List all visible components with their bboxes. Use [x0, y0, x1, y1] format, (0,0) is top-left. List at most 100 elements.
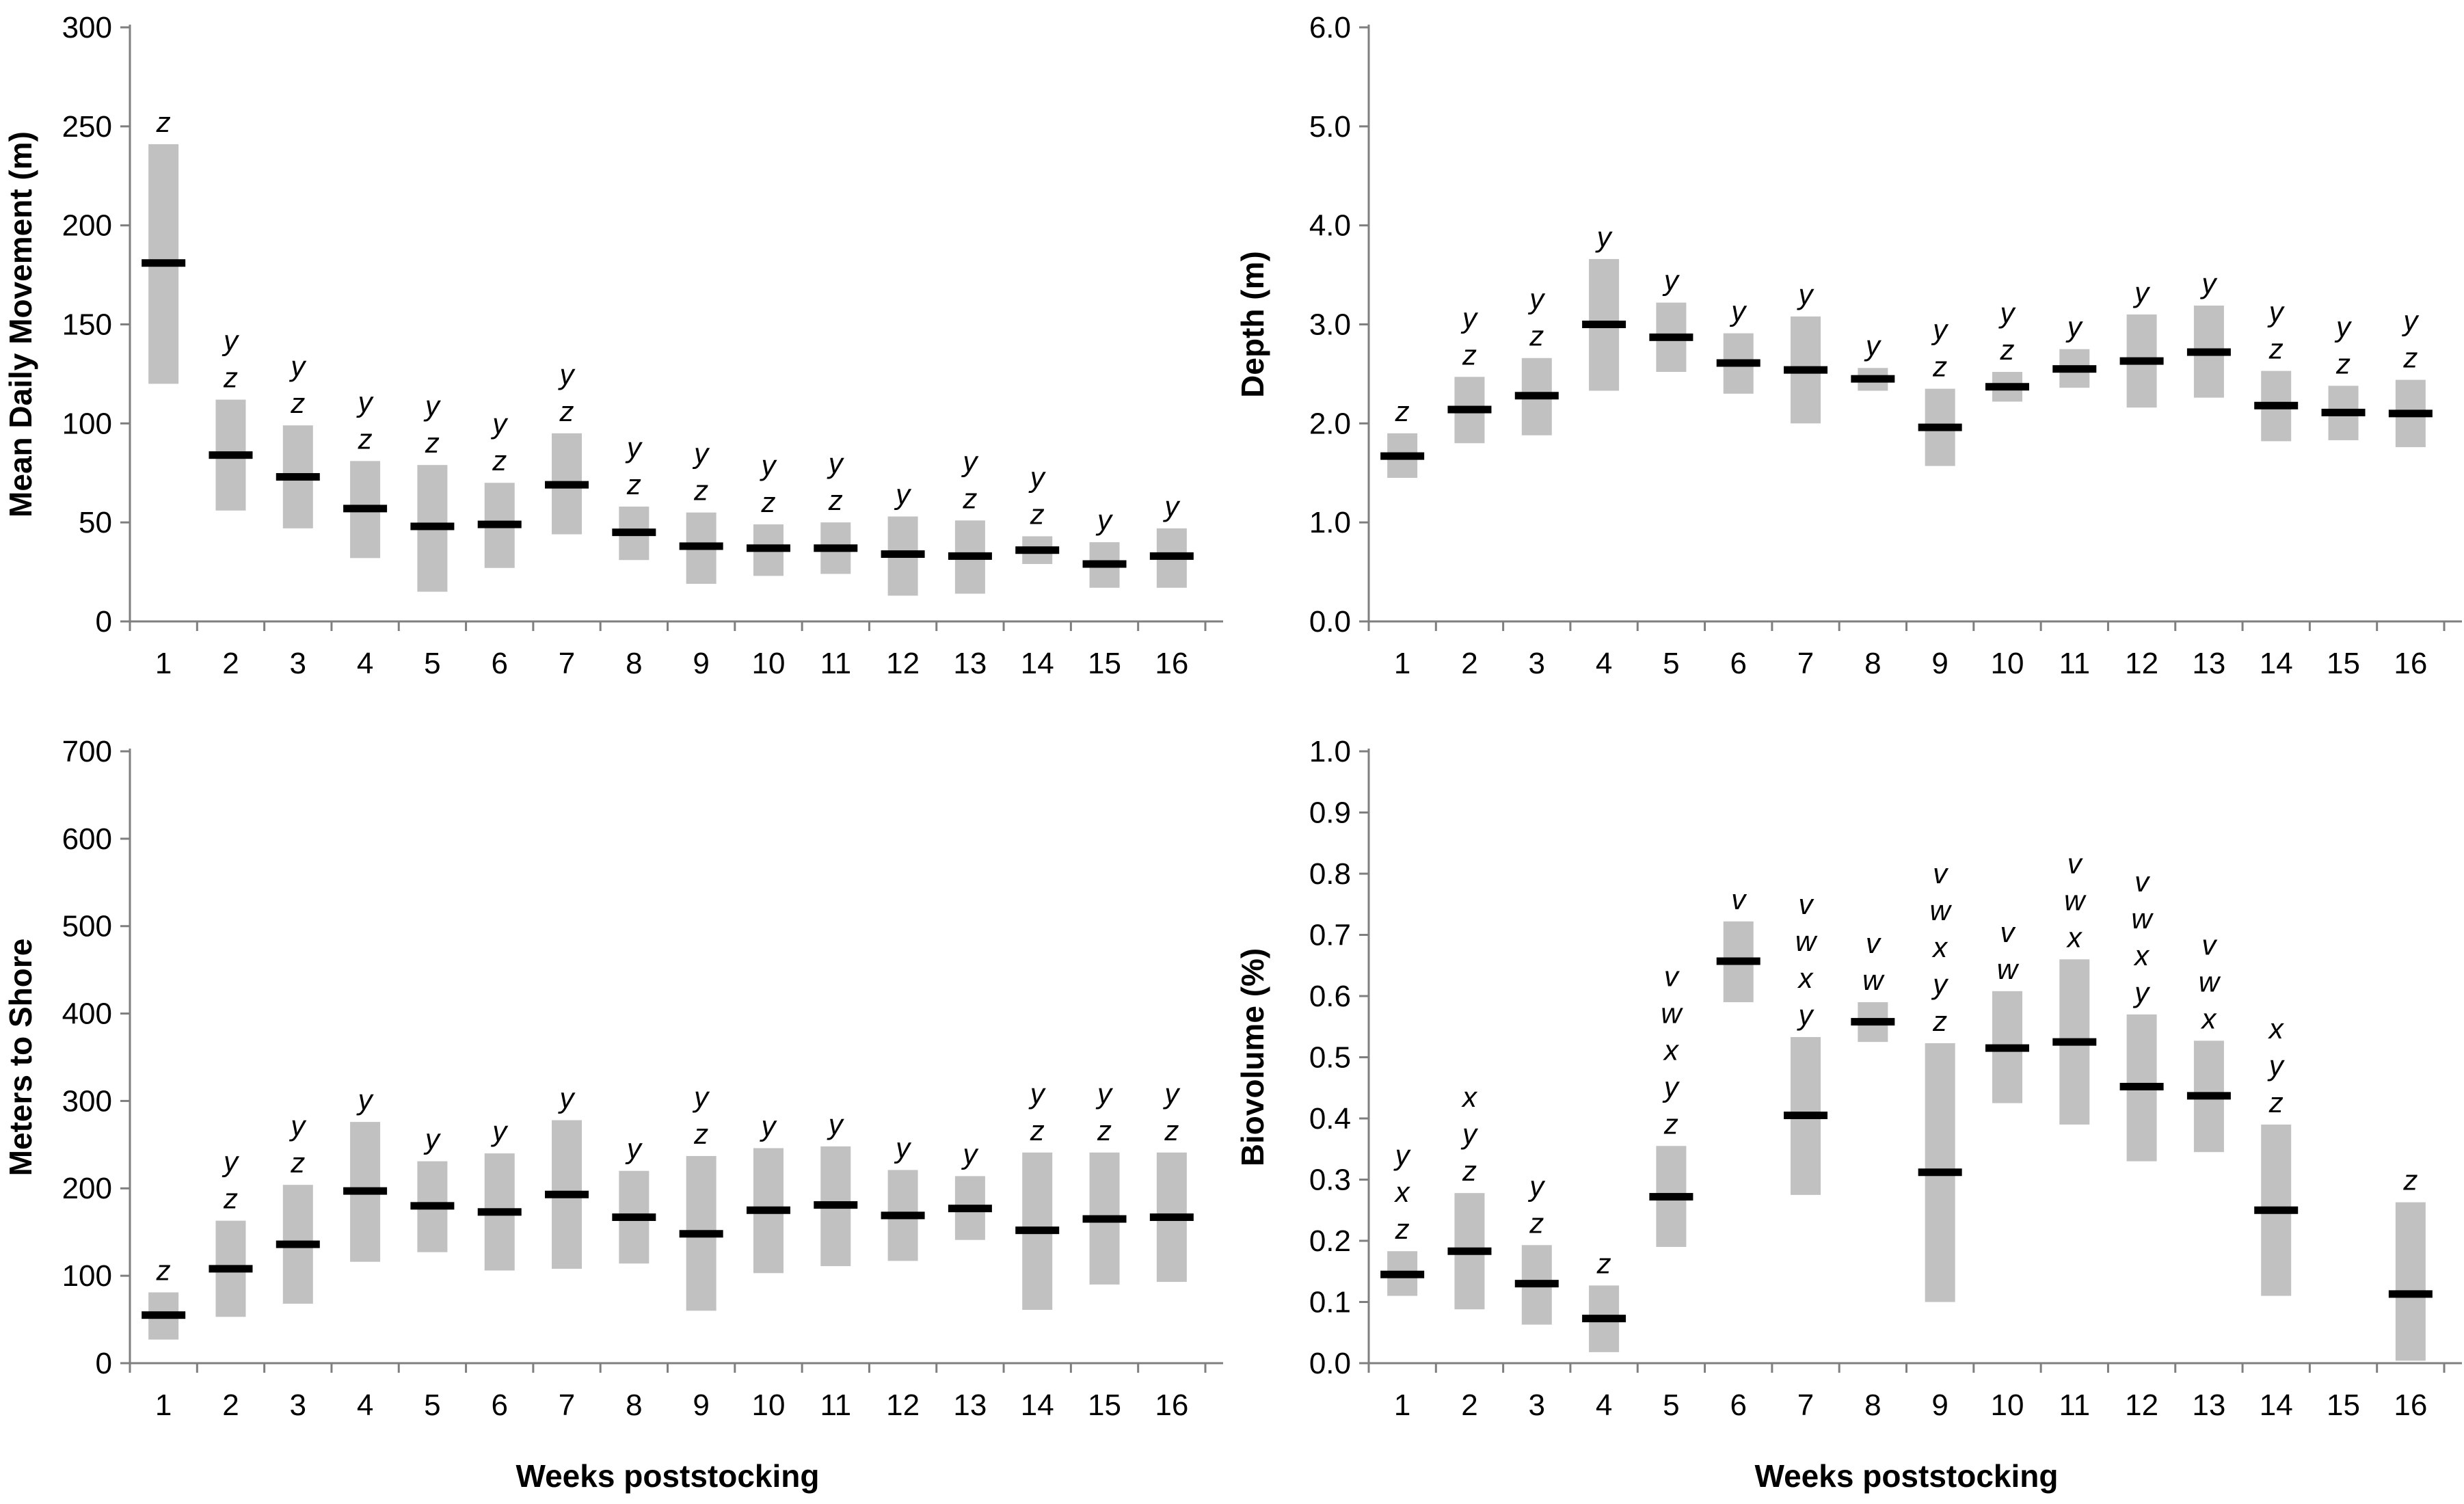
sig-letter-week-2: z	[223, 362, 238, 394]
mean-marker-week-14	[1015, 1226, 1060, 1235]
x-category-label-week-2: 2	[222, 647, 239, 680]
x-category-label-week-16: 16	[1155, 647, 1188, 680]
y-tick-label: 1.0	[1309, 506, 1351, 539]
mean-marker-week-14	[1015, 546, 1060, 554]
sig-letter-week-11: v	[2067, 847, 2084, 879]
mean-marker-week-10	[746, 544, 790, 552]
panel-biovolume: 0.0 0.1 0.2 0.3 0.4 0.5 0.6 0.7 0.8 0.9 1.0 1 y x z 2 x y…	[1232, 718, 2464, 1504]
mean-marker-week-3	[1514, 392, 1559, 400]
x-category-label-week-1: 1	[155, 647, 172, 680]
x-category-label-week-2: 2	[1461, 1388, 1477, 1422]
sig-letter-week-4: y	[1595, 221, 1613, 253]
y-tick-label: 0	[96, 605, 112, 639]
mean-marker-week-15	[1082, 1215, 1127, 1223]
sig-letter-week-7: y	[1797, 999, 1815, 1031]
sig-letter-week-15: z	[2335, 347, 2351, 379]
x-category-label-week-15: 15	[2327, 647, 2360, 680]
sig-letter-week-3: z	[1529, 320, 1544, 352]
sig-letter-week-13: v	[2201, 928, 2218, 961]
mean-marker-week-11	[814, 544, 858, 552]
mean-marker-week-11	[814, 1201, 858, 1209]
x-category-label-week-14: 14	[2260, 647, 2293, 680]
x-category-label-week-4: 4	[357, 647, 373, 680]
sig-letter-week-7: y	[558, 1082, 576, 1114]
sig-letter-week-13: y	[961, 445, 979, 477]
x-category-label-week-4: 4	[1596, 647, 1612, 680]
x-category-label-week-7: 7	[1797, 1388, 1814, 1422]
mean-marker-week-11	[2052, 365, 2097, 373]
x-category-label-week-16: 16	[2394, 1388, 2427, 1422]
sig-letter-week-4: y	[356, 1084, 375, 1116]
x-category-label-week-7: 7	[559, 647, 575, 680]
mean-marker-week-6	[1716, 359, 1760, 367]
mean-marker-week-14	[2254, 1206, 2299, 1214]
sig-letter-week-14: x	[2268, 1012, 2285, 1045]
x-category-label-week-4: 4	[357, 1388, 373, 1422]
sig-letter-week-9: z	[1932, 1005, 1947, 1037]
mean-marker-week-2	[1447, 405, 1492, 414]
mean-marker-week-7	[545, 1190, 589, 1198]
y-tick-label: 0	[96, 1347, 112, 1380]
sig-letter-week-9: v	[1933, 857, 1949, 889]
panel-meters-to-shore: 0 100 200 300 400 500 600 700 1 z 2 y z 3 y z 4 y 5 y 6 y 7 y 8 y…	[0, 718, 1232, 1504]
sig-letter-week-16: y	[2401, 305, 2420, 337]
x-category-label-week-6: 6	[1730, 647, 1746, 680]
sig-letter-week-5: x	[1663, 1034, 1680, 1066]
panel-depth: 0.0 1.0 2.0 3.0 4.0 5.0 6.0 1 z 2 y z 3 y z 4 y 5 y 6 y 7 y 8 y 9…	[1232, 0, 2464, 718]
mean-marker-week-8	[612, 1213, 656, 1221]
x-category-label-week-15: 15	[1088, 1388, 1121, 1422]
y-tick-label: 400	[62, 997, 112, 1031]
sig-letter-week-4: y	[356, 386, 375, 418]
x-category-label-week-16: 16	[1155, 1388, 1188, 1422]
sig-letter-week-7: z	[559, 395, 574, 427]
sig-letter-week-2: y	[222, 325, 240, 357]
x-category-label-week-6: 6	[491, 1388, 507, 1422]
x-category-label-week-5: 5	[1663, 1388, 1679, 1422]
mean-marker-week-5	[1649, 333, 1693, 341]
mean-marker-week-7	[1784, 1112, 1828, 1120]
x-category-label-week-10: 10	[751, 1388, 785, 1422]
x-category-label-week-14: 14	[1021, 647, 1054, 680]
mean-marker-week-9	[1918, 423, 1962, 431]
sig-letter-week-3: y	[1527, 1170, 1546, 1202]
sig-letter-week-3: z	[290, 387, 305, 419]
x-category-label-week-6: 6	[491, 647, 507, 680]
sig-letter-week-5: y	[423, 390, 442, 422]
x-category-label-week-4: 4	[1596, 1388, 1612, 1422]
sig-letter-week-7: y	[558, 358, 576, 390]
mean-marker-week-16	[2388, 1290, 2433, 1298]
x-category-label-week-9: 9	[1931, 647, 1948, 680]
sig-letter-week-14: z	[1030, 498, 1045, 530]
x-category-label-week-11: 11	[2059, 647, 2090, 680]
mean-marker-week-1	[142, 259, 186, 267]
sig-letter-week-12: y	[894, 478, 912, 510]
sig-letter-week-14: y	[1028, 1077, 1047, 1110]
y-tick-label: 2.0	[1309, 407, 1351, 440]
y-axis-title: Biovolume (%)	[1235, 948, 1270, 1166]
x-category-label-week-9: 9	[693, 1388, 709, 1422]
y-tick-label: 0.2	[1309, 1224, 1351, 1258]
x-category-label-week-9: 9	[693, 647, 709, 680]
sig-letter-week-10: y	[1998, 297, 2016, 329]
sig-letter-week-10: y	[759, 1110, 777, 1142]
mean-marker-week-16	[1149, 1213, 1194, 1221]
x-axis-title: Weeks poststocking	[516, 1458, 820, 1494]
x-category-label-week-8: 8	[1864, 647, 1881, 680]
sig-letter-week-10: w	[1997, 953, 2020, 985]
sig-letter-week-14: y	[2267, 1049, 2286, 1082]
mean-marker-week-1	[1380, 1270, 1425, 1278]
sig-letter-week-2: y	[1460, 301, 1479, 334]
mean-marker-week-3	[1514, 1280, 1559, 1288]
mean-marker-week-4	[343, 505, 388, 513]
mean-marker-week-11	[2052, 1038, 2097, 1046]
x-category-label-week-16: 16	[2394, 647, 2427, 680]
sig-letter-week-14: z	[1030, 1114, 1045, 1146]
x-category-label-week-14: 14	[2260, 1388, 2293, 1422]
mean-marker-week-12	[2119, 357, 2164, 365]
sig-letter-week-1: z	[156, 106, 171, 138]
x-category-label-week-11: 11	[820, 647, 851, 680]
y-axis-title: Mean Daily Movement (m)	[3, 131, 38, 518]
mean-marker-week-9	[679, 542, 723, 550]
sig-letter-week-12: y	[894, 1131, 912, 1164]
sig-letter-week-10: z	[1999, 334, 2014, 366]
